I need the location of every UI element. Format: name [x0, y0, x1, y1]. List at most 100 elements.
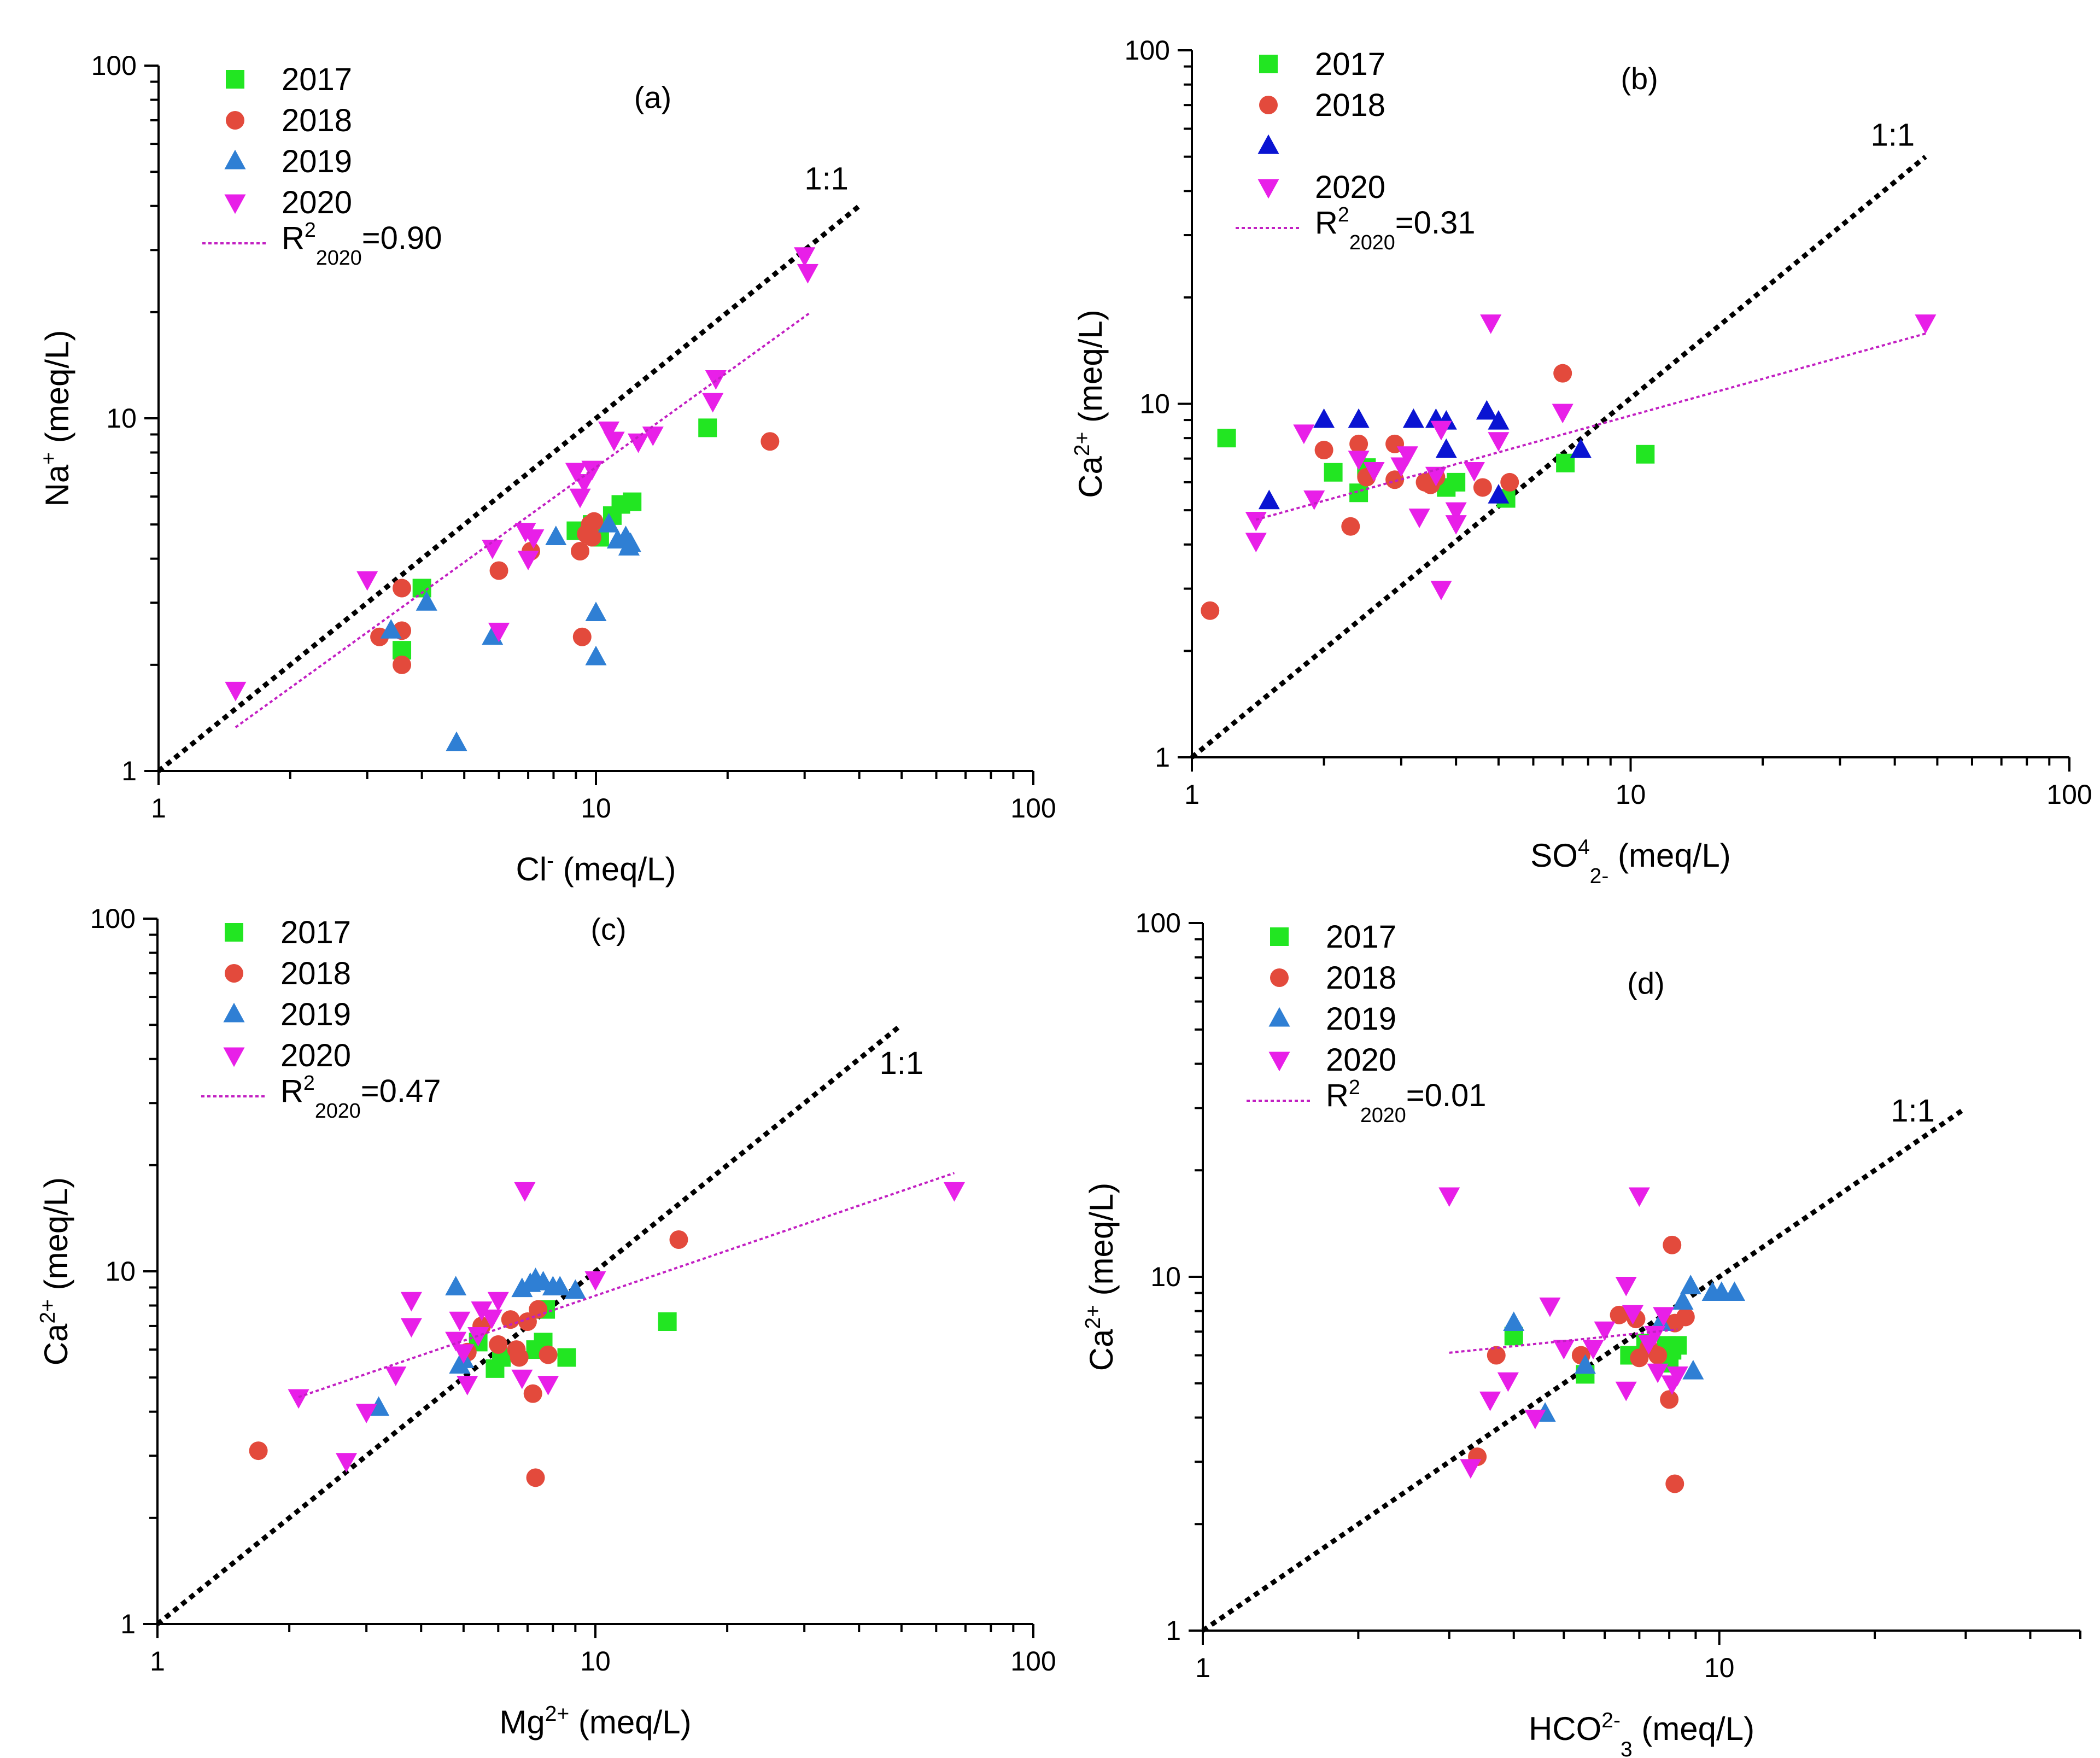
data-point: [1245, 512, 1267, 532]
data-point: [1480, 314, 1502, 334]
x-tick-label: 10: [1616, 779, 1646, 810]
fit-line-2020: [1255, 332, 1926, 521]
data-point: [1666, 1366, 1688, 1386]
data-point: [1258, 489, 1280, 510]
one-to-one-line: [1190, 155, 1927, 760]
data-point: [335, 1453, 358, 1473]
legend-fit-label: R22020=0.01: [1326, 1076, 1486, 1126]
legend-label: 2019: [282, 144, 352, 179]
data-point: [1915, 314, 1937, 334]
y-axis-title: Na+ (meq/L): [37, 330, 75, 507]
series-2020: [225, 247, 818, 702]
legend-marker: [226, 111, 244, 130]
series-2019: [1503, 1275, 1745, 1422]
data-point: [400, 1292, 422, 1312]
y-tick-label: 1: [120, 1609, 136, 1639]
data-point: [1363, 462, 1385, 482]
data-point: [1610, 1305, 1629, 1324]
data-point: [1615, 1276, 1637, 1296]
data-point: [1723, 1281, 1745, 1301]
y-tick-label: 10: [1139, 389, 1170, 419]
data-point: [1553, 364, 1572, 383]
data-point: [1438, 1187, 1460, 1207]
data-point: [526, 1468, 545, 1487]
series-2020: [1245, 314, 1937, 600]
data-point: [356, 571, 378, 591]
data-point: [797, 264, 818, 284]
x-tick-label: 10: [581, 793, 611, 823]
data-point: [1430, 581, 1452, 600]
data-point: [1570, 438, 1592, 458]
fit-line-2020: [235, 311, 812, 728]
data-point: [571, 542, 590, 561]
data-point: [623, 492, 642, 511]
axis-ticks: [143, 918, 1034, 1638]
data-point: [416, 591, 437, 611]
data-point: [1303, 490, 1325, 510]
x-tick-label: 1: [1195, 1652, 1210, 1683]
data-point: [669, 1230, 688, 1249]
panel-label: (c): [590, 912, 626, 947]
legend-marker: [1259, 55, 1278, 73]
data-point: [545, 525, 567, 545]
data-point: [393, 655, 412, 674]
data-point: [1503, 1311, 1525, 1331]
legend-marker: [1270, 968, 1289, 987]
data-point: [1447, 472, 1466, 492]
axis-ticks: [144, 65, 1034, 785]
data-point: [1574, 1354, 1596, 1374]
data-point: [1385, 470, 1405, 489]
y-tick-label: 1: [1166, 1615, 1181, 1646]
x-axis-title: Mg2+ (meq/L): [499, 1702, 691, 1741]
data-point: [1672, 1290, 1694, 1310]
data-point: [445, 1331, 467, 1352]
data-point: [488, 622, 510, 643]
data-point: [1473, 478, 1492, 497]
one-to-one-label: 1:1: [1891, 1093, 1935, 1129]
data-point: [1293, 424, 1315, 445]
data-point: [1487, 1346, 1506, 1365]
data-point: [1552, 404, 1573, 424]
chart-panel-b: 1 10 100 1 10 100 SO42- (meq/L) Ca2+ (meq/L) (b)…: [1071, 35, 2092, 888]
legend-marker: [224, 194, 246, 214]
data-point: [1500, 472, 1519, 492]
data-point: [1435, 438, 1457, 458]
y-tick-label: 100: [91, 50, 137, 81]
data-point: [446, 731, 467, 751]
data-point: [1430, 420, 1452, 441]
data-point: [1594, 1321, 1616, 1341]
legend-marker: [1259, 96, 1278, 114]
legend-fit-label: R22020=0.90: [282, 218, 442, 269]
data-point: [1313, 408, 1335, 428]
data-point: [1217, 429, 1236, 448]
data-point: [380, 619, 402, 639]
data-point: [1665, 1474, 1684, 1493]
data-point: [1476, 400, 1498, 420]
data-point: [1402, 408, 1424, 428]
data-point: [523, 529, 545, 549]
data-point: [761, 432, 780, 451]
data-point: [1349, 434, 1368, 453]
y-axis-title: Ca2+ (meq/L): [36, 1177, 74, 1366]
data-point: [698, 418, 717, 437]
data-point: [481, 1309, 503, 1329]
data-point: [368, 1396, 390, 1416]
y-tick-label: 100: [1125, 35, 1170, 66]
legend-marker: [223, 1047, 245, 1067]
data-point: [249, 1441, 268, 1461]
data-point: [1628, 1187, 1650, 1207]
y-tick-label: 100: [90, 903, 136, 934]
data-point: [1668, 1336, 1687, 1355]
data-point: [1663, 1235, 1682, 1254]
legend-label: 2020: [1326, 1042, 1396, 1078]
x-tick-label: 1: [151, 793, 166, 823]
data-point: [1488, 410, 1510, 430]
one-to-one-line: [157, 204, 861, 773]
legend-label: 2019: [1326, 1001, 1396, 1037]
x-tick-label: 100: [1010, 1646, 1056, 1677]
fit-line-2020: [1449, 1328, 1678, 1354]
legend-label: 2020: [282, 185, 352, 220]
data-point: [517, 551, 539, 570]
x-axis-title: Cl- (meq/L): [516, 849, 676, 887]
